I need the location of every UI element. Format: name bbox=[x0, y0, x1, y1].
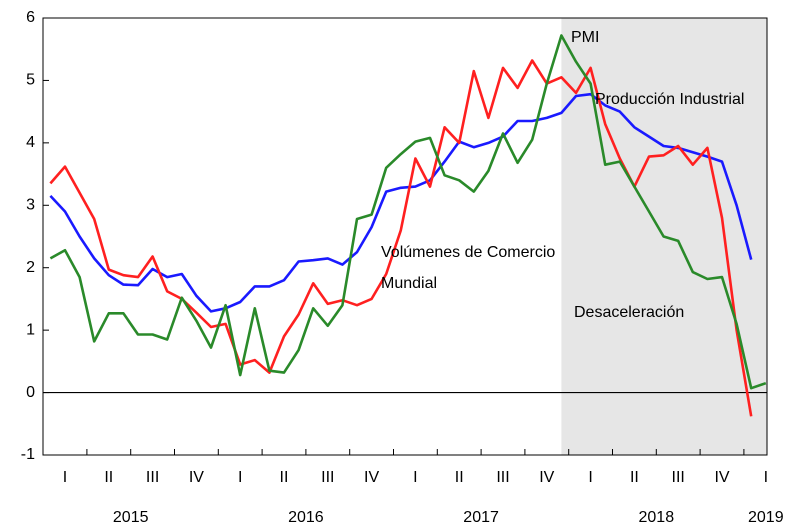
annotation: Producción Industrial bbox=[595, 91, 744, 108]
y-tick-label: 4 bbox=[26, 134, 35, 151]
plot-frame bbox=[42, 17, 768, 456]
series-line bbox=[49, 34, 767, 390]
x-tick-label: III bbox=[496, 469, 509, 486]
year-label: 2015 bbox=[113, 509, 149, 526]
x-tick-label: I bbox=[238, 469, 242, 486]
annotation: PMI bbox=[571, 29, 599, 46]
y-tick-label: 5 bbox=[26, 72, 35, 89]
y-tick-label: 2 bbox=[26, 259, 35, 276]
y-tick-label: -1 bbox=[21, 446, 35, 463]
x-tick-label: II bbox=[104, 469, 113, 486]
x-tick-label: I bbox=[588, 469, 592, 486]
x-tick-label: II bbox=[455, 469, 464, 486]
x-tick-label: IV bbox=[189, 469, 204, 486]
series-line bbox=[49, 92, 753, 313]
annotation: Volúmenes de Comercio bbox=[381, 244, 555, 261]
x-tick-label: I bbox=[764, 469, 768, 486]
y-tick-label: 3 bbox=[26, 197, 35, 214]
year-label: 2016 bbox=[288, 509, 324, 526]
x-tick-label: I bbox=[63, 469, 67, 486]
y-tick-label: 6 bbox=[26, 9, 35, 26]
x-tick-label: II bbox=[280, 469, 289, 486]
x-tick-label: III bbox=[321, 469, 334, 486]
shade-label: Desaceleración bbox=[574, 304, 684, 321]
annotation: Mundial bbox=[381, 275, 437, 292]
x-tick-label: III bbox=[672, 469, 685, 486]
year-label: 2019 bbox=[748, 509, 784, 526]
x-tick-label: II bbox=[630, 469, 639, 486]
year-label: 2018 bbox=[639, 509, 675, 526]
x-tick-label: IV bbox=[364, 469, 379, 486]
x-tick-label: I bbox=[413, 469, 417, 486]
x-tick-label: III bbox=[146, 469, 159, 486]
year-label: 2017 bbox=[463, 509, 499, 526]
y-tick-label: 0 bbox=[26, 384, 35, 401]
x-tick-label: IV bbox=[714, 469, 729, 486]
y-tick-label: 1 bbox=[26, 321, 35, 338]
x-tick-label: IV bbox=[539, 469, 554, 486]
